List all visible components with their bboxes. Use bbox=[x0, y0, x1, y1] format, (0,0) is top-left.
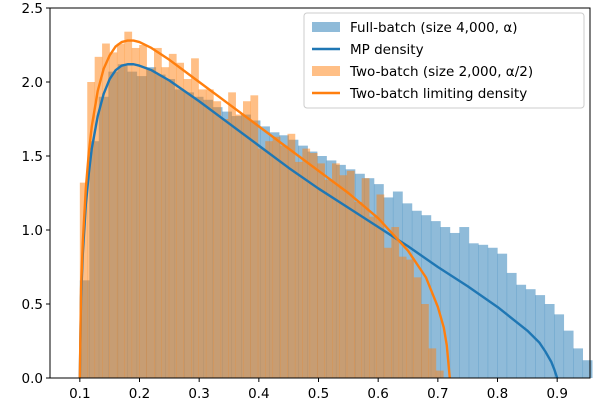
two-bar bbox=[280, 145, 288, 378]
y-tick-label: 0.0 bbox=[22, 371, 43, 387]
two-bar bbox=[87, 82, 96, 378]
full-bar bbox=[497, 253, 508, 378]
two-bar bbox=[205, 89, 214, 379]
two-bar bbox=[243, 101, 251, 379]
two-bar bbox=[361, 178, 370, 378]
two-bar bbox=[161, 67, 170, 378]
two-bar bbox=[376, 194, 385, 378]
x-axis: 0.1 0.2 0.3 0.4 0.5 0.6 0.7 0.8 0.9 bbox=[69, 378, 568, 402]
full-bar bbox=[449, 232, 460, 378]
x-tick-label: 0.6 bbox=[367, 386, 388, 402]
two-bar bbox=[183, 79, 192, 378]
legend-swatch-full bbox=[312, 22, 340, 32]
two-bar bbox=[324, 179, 333, 378]
full-bar bbox=[421, 215, 432, 378]
two-batch-limiting-density-line bbox=[78, 39, 451, 379]
x-tick-label: 0.7 bbox=[427, 386, 448, 402]
two-bar bbox=[287, 133, 296, 378]
two-bar bbox=[398, 256, 407, 378]
full-bar bbox=[535, 295, 546, 378]
full-bar bbox=[516, 284, 527, 378]
two-bar bbox=[294, 161, 303, 378]
two-bar bbox=[116, 43, 125, 379]
two-bar bbox=[228, 92, 236, 379]
legend-box bbox=[303, 12, 585, 109]
two-bar bbox=[102, 43, 110, 379]
full-bar bbox=[544, 304, 555, 378]
x-tick-label: 0.8 bbox=[487, 386, 508, 402]
y-tick-label: 2.5 bbox=[22, 1, 43, 17]
full-bar bbox=[459, 227, 470, 378]
two-bar bbox=[250, 95, 259, 378]
density-lines bbox=[78, 39, 559, 379]
two-bar bbox=[369, 216, 377, 378]
two-bar bbox=[213, 101, 222, 379]
two-bar bbox=[346, 170, 355, 378]
full-bar bbox=[563, 330, 574, 378]
mp-density-line bbox=[78, 63, 559, 379]
x-tick-label: 0.4 bbox=[248, 386, 269, 402]
two-bar bbox=[176, 62, 185, 378]
two-bar bbox=[191, 58, 199, 378]
x-tick-label: 0.2 bbox=[129, 386, 150, 402]
two-bar bbox=[94, 56, 103, 379]
two-bar bbox=[391, 227, 400, 378]
two-bar bbox=[235, 114, 244, 378]
two-bar bbox=[139, 45, 147, 378]
y-tick-label: 0.5 bbox=[22, 297, 43, 313]
two-bar bbox=[79, 182, 88, 378]
x-tick-label: 0.9 bbox=[546, 386, 567, 402]
legend-swatch-two bbox=[312, 66, 340, 76]
y-tick-label: 1.5 bbox=[22, 149, 43, 165]
two-bar bbox=[168, 53, 177, 378]
two-bar bbox=[109, 52, 118, 379]
full-bar bbox=[582, 360, 593, 378]
full-bar bbox=[468, 243, 479, 378]
two-bar bbox=[428, 348, 437, 378]
legend: Full-batch (size 4,000, α) MP density Two-… bbox=[303, 12, 585, 109]
two-bar bbox=[154, 47, 162, 379]
full-bar bbox=[478, 244, 489, 378]
two-bar bbox=[146, 68, 155, 379]
legend-label-two: Two-batch (size 2,000, α/2) bbox=[349, 64, 533, 80]
two-bar bbox=[257, 148, 266, 378]
two-bar bbox=[131, 47, 140, 379]
full-bar bbox=[506, 272, 517, 378]
two-batch-histogram bbox=[79, 31, 444, 379]
legend-label-mp: MP density bbox=[350, 42, 424, 58]
two-bar bbox=[302, 148, 311, 378]
two-bar bbox=[421, 304, 429, 378]
two-bar bbox=[413, 277, 422, 378]
two-bar bbox=[317, 163, 325, 378]
full-bar bbox=[573, 348, 584, 378]
full-bar bbox=[487, 247, 498, 378]
two-bar bbox=[332, 163, 340, 378]
two-bar bbox=[435, 370, 444, 378]
y-tick-label: 2.0 bbox=[22, 75, 43, 91]
plot-frame bbox=[49, 7, 591, 379]
two-bar bbox=[354, 201, 363, 378]
two-bar bbox=[220, 119, 229, 378]
two-bar bbox=[198, 89, 207, 379]
two-bar bbox=[272, 136, 281, 378]
full-bar bbox=[554, 314, 565, 378]
two-bar bbox=[124, 31, 133, 379]
two-bar bbox=[309, 153, 318, 378]
y-axis: 0.0 0.5 1.0 1.5 2.0 2.5 bbox=[22, 1, 50, 387]
x-tick-label: 0.3 bbox=[188, 386, 209, 402]
two-bar bbox=[406, 259, 414, 378]
full-bar bbox=[440, 227, 451, 378]
x-tick-label: 0.5 bbox=[308, 386, 329, 402]
legend-label-full: Full-batch (size 4,000, α) bbox=[350, 20, 518, 36]
two-bar bbox=[383, 247, 392, 378]
two-bar bbox=[265, 141, 274, 378]
y-tick-label: 1.0 bbox=[22, 223, 43, 239]
two-bar bbox=[339, 175, 348, 378]
x-tick-label: 0.1 bbox=[69, 386, 90, 402]
legend-label-twolim: Two-batch limiting density bbox=[349, 86, 527, 102]
